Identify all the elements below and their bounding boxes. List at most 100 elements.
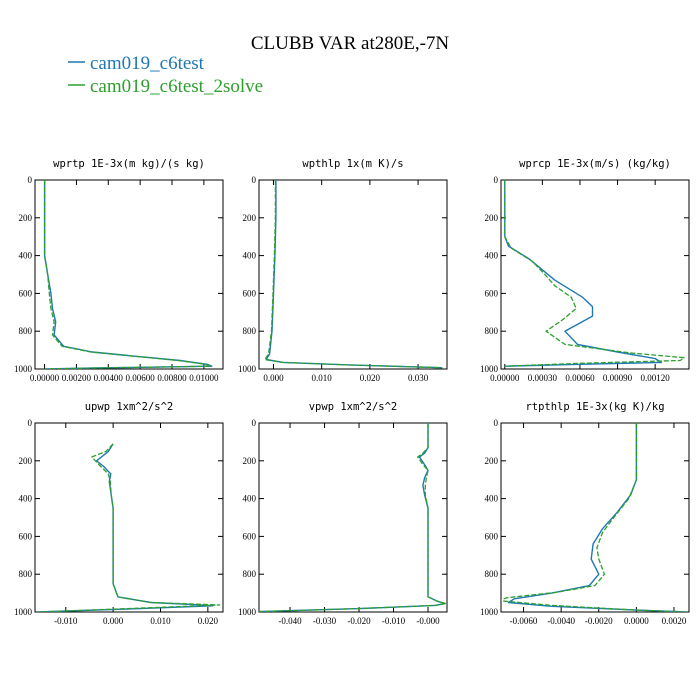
y-tick-label: 600 — [19, 531, 33, 541]
series-line-c6test — [37, 443, 214, 612]
y-tick-label: 1000 — [238, 607, 257, 617]
plot-frame — [500, 179, 690, 370]
panel-title: wprtp 1E-3x(m kg)/(s kg) — [53, 158, 205, 170]
series-line-c6test-2solve — [43, 180, 211, 369]
y-tick-label: 800 — [485, 569, 499, 579]
series-line-c6test-2solve — [264, 180, 443, 369]
series-line-c6test — [43, 180, 213, 369]
x-tick-label: 0.00000 — [30, 373, 60, 383]
legend-label-2: cam019_c6test_2solve — [90, 76, 263, 97]
x-tick-label: 0.00600 — [126, 373, 156, 383]
plot-frame — [500, 422, 690, 613]
plot-frame — [34, 422, 224, 613]
y-tick-label: 0 — [252, 418, 257, 428]
y-tick-label: 0 — [28, 418, 33, 428]
x-tick-label: -0.0040 — [547, 616, 575, 626]
series-line-c6test-2solve — [259, 423, 447, 612]
y-tick-label: 0 — [252, 175, 257, 185]
y-tick-label: 800 — [243, 569, 257, 579]
x-tick-label: 0.01000 — [189, 373, 219, 383]
plot-frame — [258, 179, 448, 370]
x-tick-label: 0.000 — [103, 616, 124, 626]
x-tick-label: 0.020 — [198, 616, 219, 626]
panel-title: wpthlp 1x(m K)/s — [302, 158, 403, 170]
y-tick-label: 200 — [19, 213, 33, 223]
x-tick-label: 0.010 — [312, 373, 333, 383]
x-tick-label: -0.010 — [382, 616, 406, 626]
x-tick-label: 0.0020 — [662, 616, 687, 626]
y-tick-label: 1000 — [14, 607, 33, 617]
y-tick-label: 400 — [19, 494, 33, 504]
panels: wprtp 1E-3x(m kg)/(s kg) 0 200 400 600 800 100… — [14, 158, 690, 626]
legend: cam019_c6test cam019_c6test_2solve — [68, 53, 263, 97]
x-tick-label: -0.040 — [278, 616, 302, 626]
y-tick-label: 200 — [243, 456, 257, 466]
y-tick-label: 400 — [243, 494, 257, 504]
y-tick-label: 600 — [19, 288, 33, 298]
y-tick-label: 0 — [28, 175, 33, 185]
x-tick-label: 0.00090 — [603, 373, 633, 383]
series-line-c6test — [259, 423, 446, 612]
x-tick-label: 0.00400 — [94, 373, 124, 383]
x-tick-label: 0.0000 — [624, 616, 649, 626]
y-tick-label: 200 — [485, 456, 499, 466]
figure-title: CLUBB VAR at280E,-7N — [251, 33, 450, 54]
y-tick-label: 800 — [19, 326, 33, 336]
y-tick-label: 200 — [19, 456, 33, 466]
x-tick-label: 0.00030 — [528, 373, 558, 383]
panel-2: wpthlp 1x(m K)/s 0 200 400 600 800 1000 0.000 0.… — [238, 158, 448, 383]
y-tick-label: 1000 — [480, 364, 499, 374]
series-line-c6test — [504, 180, 663, 367]
y-tick-label: 600 — [485, 531, 499, 541]
x-tick-label: -0.010 — [54, 616, 78, 626]
x-tick-label: 0.030 — [408, 373, 429, 383]
panel-3: wprcp 1E-3x(m/s) (kg/kg) 0 200 400 600 800 100… — [480, 158, 690, 383]
series-line-c6test-2solve — [501, 423, 688, 612]
x-tick-label: 0.010 — [150, 616, 171, 626]
panel-4: upwp 1xm^2/s^2 0 200 400 600 800 1000 -0.010 0.0… — [14, 401, 224, 626]
y-tick-label: 400 — [19, 251, 33, 261]
y-tick-label: 400 — [485, 494, 499, 504]
series-line-c6test — [507, 423, 688, 612]
plot-frame — [34, 179, 224, 370]
x-tick-label: 0.00060 — [565, 373, 595, 383]
legend-label-1: cam019_c6test — [90, 53, 205, 74]
panel-1: wprtp 1E-3x(m kg)/(s kg) 0 200 400 600 800 100… — [14, 158, 224, 383]
series-line-c6test — [265, 180, 443, 369]
x-tick-label: -0.0020 — [585, 616, 613, 626]
x-tick-label: 0.000 — [263, 373, 284, 383]
panel-title: upwp 1xm^2/s^2 — [85, 401, 174, 413]
y-tick-label: 800 — [19, 569, 33, 579]
panel-title: wprcp 1E-3x(m/s) (kg/kg) — [519, 158, 671, 170]
y-tick-label: 1000 — [480, 607, 499, 617]
y-tick-label: 200 — [485, 213, 499, 223]
y-tick-label: 0 — [494, 418, 499, 428]
x-tick-label: 0.00000 — [490, 373, 520, 383]
y-tick-label: 1000 — [238, 364, 257, 374]
x-tick-label: 0.020 — [360, 373, 381, 383]
x-tick-label: 0.00200 — [62, 373, 92, 383]
plot-frame — [258, 422, 448, 613]
series-line-c6test-2solve — [37, 443, 221, 612]
y-tick-label: 1000 — [14, 364, 33, 374]
x-tick-label: -0.000 — [416, 616, 440, 626]
panel-title: rtpthlp 1E-3x(kg K)/kg — [525, 401, 664, 413]
x-tick-label: -0.020 — [347, 616, 371, 626]
y-tick-label: 800 — [243, 326, 257, 336]
x-tick-label: 0.00120 — [641, 373, 671, 383]
y-tick-label: 200 — [243, 213, 257, 223]
y-tick-label: 600 — [485, 288, 499, 298]
y-tick-label: 0 — [494, 175, 499, 185]
x-tick-label: -0.030 — [313, 616, 337, 626]
y-tick-label: 600 — [243, 531, 257, 541]
panel-6: rtpthlp 1E-3x(kg K)/kg 0 200 400 600 800 1000 -… — [480, 401, 690, 626]
y-tick-label: 400 — [243, 251, 257, 261]
y-tick-label: 800 — [485, 326, 499, 336]
x-tick-label: -0.0060 — [510, 616, 538, 626]
panel-title: vpwp 1xm^2/s^2 — [309, 401, 398, 413]
series-line-c6test-2solve — [504, 180, 685, 367]
y-tick-label: 400 — [485, 251, 499, 261]
y-tick-label: 600 — [243, 288, 257, 298]
x-tick-label: 0.00800 — [157, 373, 187, 383]
